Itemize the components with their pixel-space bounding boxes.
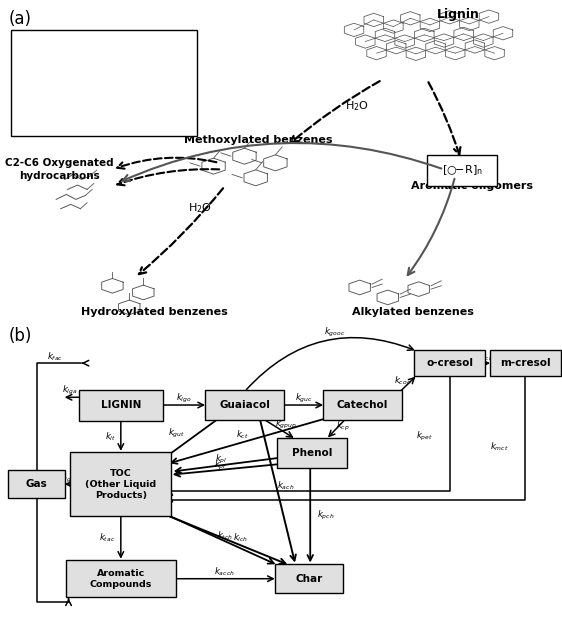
Text: $k_{\it{tch}}$: $k_{\it{tch}}$ <box>217 530 233 542</box>
FancyBboxPatch shape <box>323 391 402 420</box>
Text: LIGNIN: LIGNIN <box>101 400 141 410</box>
Text: $k_{\it{cp}}$: $k_{\it{cp}}$ <box>337 420 350 433</box>
Text: Methoxylated benzenes: Methoxylated benzenes <box>184 135 333 144</box>
Text: $k_{\it{pl}}$: $k_{\it{pl}}$ <box>215 453 228 466</box>
FancyBboxPatch shape <box>66 560 175 598</box>
Text: m-cresol: m-cresol <box>500 358 551 368</box>
Text: $k_{\it{tac}}$: $k_{\it{tac}}$ <box>99 532 115 544</box>
FancyBboxPatch shape <box>11 30 197 136</box>
Text: $k_{\it{pet}}$: $k_{\it{pet}}$ <box>416 430 433 442</box>
Text: $\rm{[\bigcirc\!\!-\!R]_n}$: $\rm{[\bigcirc\!\!-\!R]_n}$ <box>442 163 482 177</box>
FancyBboxPatch shape <box>8 470 65 498</box>
Text: $k_{\it{lga}}$: $k_{\it{lga}}$ <box>62 384 78 397</box>
Text: $k_{\it{pr}}$: $k_{\it{pr}}$ <box>214 459 228 472</box>
Text: $k_{\it{ocmc}}$: $k_{\it{ocmc}}$ <box>475 350 499 363</box>
Text: o-cresol: o-cresol <box>426 358 473 368</box>
Text: $k_{\it{mct}}$: $k_{\it{mct}}$ <box>490 441 509 453</box>
Text: Char: Char <box>296 573 323 584</box>
Text: C2-C6 Oxygenated
hydrocarbons: C2-C6 Oxygenated hydrocarbons <box>4 158 114 181</box>
Text: $\rm{H_2O}$: $\rm{H_2O}$ <box>188 201 211 215</box>
FancyBboxPatch shape <box>415 350 484 377</box>
FancyBboxPatch shape <box>427 154 497 186</box>
Text: Guaiacol: Guaiacol <box>219 400 270 410</box>
Text: Aromatic
Compounds: Aromatic Compounds <box>90 568 152 589</box>
Text: $k_{\it{fac}}$: $k_{\it{fac}}$ <box>47 350 63 363</box>
Text: (b): (b) <box>8 327 32 346</box>
Text: $k_{\it{guc}}$: $k_{\it{guc}}$ <box>294 392 312 405</box>
FancyBboxPatch shape <box>205 391 284 420</box>
Text: TOC
(Other Liquid
Products): TOC (Other Liquid Products) <box>85 468 156 499</box>
FancyBboxPatch shape <box>275 564 343 594</box>
Text: $k_{\it{ct}}$: $k_{\it{ct}}$ <box>237 429 249 441</box>
Text: Catechol: Catechol <box>337 400 388 410</box>
Text: $\it{Alkylation}$: $\it{Alkylation}$ <box>124 96 180 110</box>
Text: $k_{\it{fga}}$: $k_{\it{fga}}$ <box>59 472 75 486</box>
Text: $k_{\it{ach}}$: $k_{\it{ach}}$ <box>277 479 294 492</box>
Text: $\it{Hydrolysis}$: $\it{Hydrolysis}$ <box>124 53 183 67</box>
FancyBboxPatch shape <box>70 453 171 516</box>
Text: Hydroxylated benzenes: Hydroxylated benzenes <box>81 308 228 317</box>
Text: $k_{\it{gpup}}$: $k_{\it{gpup}}$ <box>275 418 297 431</box>
Text: $k_{\it{lgo}}$: $k_{\it{lgo}}$ <box>176 392 192 405</box>
Text: $k_{\it{gooc}}$: $k_{\it{gooc}}$ <box>324 325 345 339</box>
Text: $k_{\it{gut}}$: $k_{\it{gut}}$ <box>168 427 185 440</box>
Text: $k_{\it{acch}}$: $k_{\it{acch}}$ <box>215 566 235 579</box>
FancyBboxPatch shape <box>490 350 560 377</box>
Text: $k_{\it{lch}}$: $k_{\it{lch}}$ <box>233 532 248 544</box>
Text: Aromatic oligomers: Aromatic oligomers <box>411 181 533 191</box>
Text: (a): (a) <box>8 10 31 28</box>
Text: $k_{\it{lt}}$: $k_{\it{lt}}$ <box>105 430 116 442</box>
Text: $\rm{H_2O}$: $\rm{H_2O}$ <box>345 99 369 113</box>
Text: $k_{\it{pch}}$: $k_{\it{pch}}$ <box>317 508 335 522</box>
Text: Alkylated benzenes: Alkylated benzenes <box>352 308 474 317</box>
FancyBboxPatch shape <box>277 439 347 468</box>
Text: Gas: Gas <box>26 479 47 489</box>
Text: Lignin: Lignin <box>437 8 479 22</box>
FancyBboxPatch shape <box>79 389 163 420</box>
Text: $k_{\it{coc}}$: $k_{\it{coc}}$ <box>394 375 411 387</box>
Text: Phenol: Phenol <box>292 448 332 458</box>
